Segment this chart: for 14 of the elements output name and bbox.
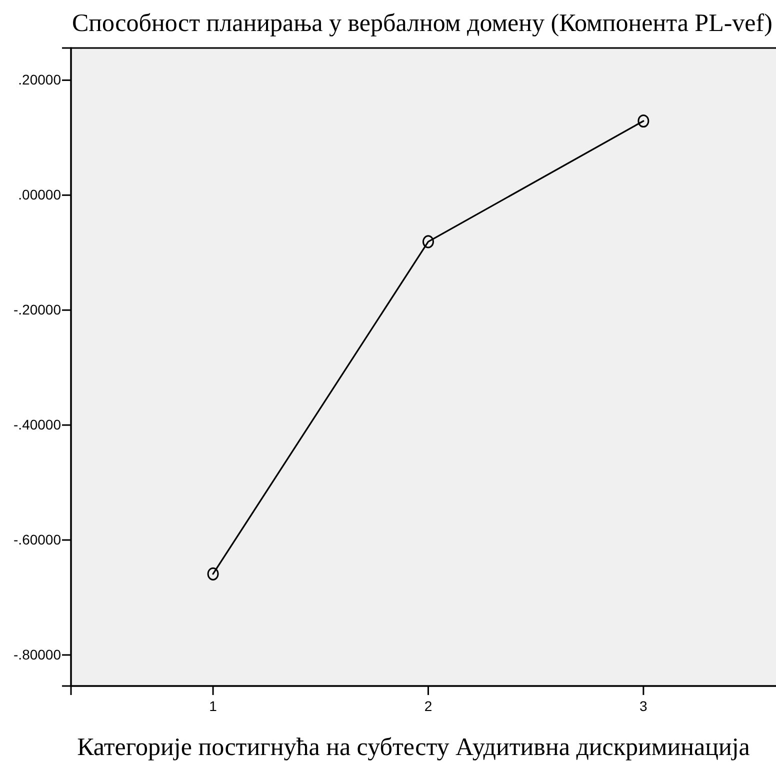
y-tick-label: -.20000 bbox=[14, 302, 62, 318]
y-tick-label: -.80000 bbox=[14, 646, 62, 662]
point bbox=[422, 235, 434, 248]
x-tick-label: 2 bbox=[424, 698, 432, 714]
point bbox=[638, 114, 650, 128]
point bbox=[207, 567, 219, 580]
y-tick-label: .20000 bbox=[18, 72, 62, 88]
x-axis-title: Категорије постигнућа на субтесту Аудитивна дискриминација bbox=[77, 734, 750, 761]
chart-title: Способност планирања у вербалном домену (Компонента PL-vef) bbox=[72, 10, 772, 37]
y-tick-label: .00000 bbox=[18, 186, 62, 203]
y-tick-label: -.40000 bbox=[14, 416, 62, 433]
y-tick-label: -.60000 bbox=[14, 531, 62, 548]
x-tick-label: 3 bbox=[640, 698, 648, 714]
x-tick-label: 1 bbox=[209, 698, 218, 714]
